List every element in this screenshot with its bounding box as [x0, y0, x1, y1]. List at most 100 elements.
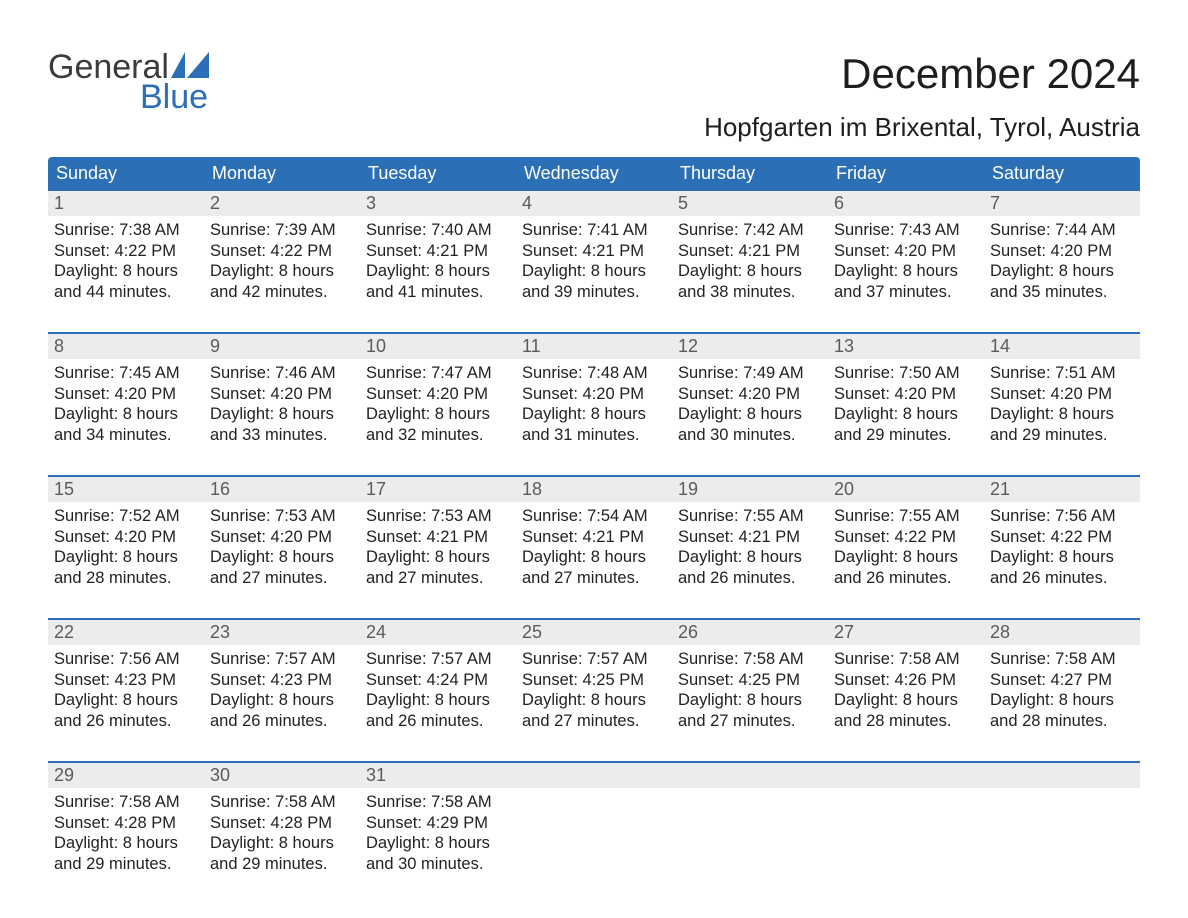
sunset-text: Sunset: 4:21 PM [522, 241, 666, 262]
daylight-text-1: Daylight: 8 hours [210, 261, 354, 282]
daylight-text-1: Daylight: 8 hours [54, 547, 198, 568]
daylight-text-2: and 29 minutes. [54, 854, 198, 875]
daylight-text-2: and 41 minutes. [366, 282, 510, 303]
day-number: 3 [360, 191, 516, 216]
daylight-text-1: Daylight: 8 hours [678, 690, 822, 711]
sunset-text: Sunset: 4:29 PM [366, 813, 510, 834]
week-row: 1234567Sunrise: 7:38 AMSunset: 4:22 PMDa… [48, 191, 1140, 314]
day-number: 16 [204, 477, 360, 502]
day-number: 1 [48, 191, 204, 216]
sunrise-text: Sunrise: 7:51 AM [990, 363, 1134, 384]
daylight-text-1: Daylight: 8 hours [54, 404, 198, 425]
sunrise-text: Sunrise: 7:45 AM [54, 363, 198, 384]
sunrise-text: Sunrise: 7:54 AM [522, 506, 666, 527]
dow-monday: Monday [204, 157, 360, 191]
day-cell: Sunrise: 7:57 AMSunset: 4:25 PMDaylight:… [516, 645, 672, 743]
week-row: 891011121314Sunrise: 7:45 AMSunset: 4:20… [48, 332, 1140, 457]
daylight-text-2: and 44 minutes. [54, 282, 198, 303]
sunrise-text: Sunrise: 7:55 AM [834, 506, 978, 527]
week-row: 22232425262728Sunrise: 7:56 AMSunset: 4:… [48, 618, 1140, 743]
daylight-text-1: Daylight: 8 hours [366, 833, 510, 854]
daylight-text-1: Daylight: 8 hours [366, 690, 510, 711]
sunset-text: Sunset: 4:20 PM [54, 527, 198, 548]
day-cell: Sunrise: 7:48 AMSunset: 4:20 PMDaylight:… [516, 359, 672, 457]
daylight-text-1: Daylight: 8 hours [522, 404, 666, 425]
sunrise-text: Sunrise: 7:42 AM [678, 220, 822, 241]
sunset-text: Sunset: 4:20 PM [54, 384, 198, 405]
sunrise-text: Sunrise: 7:56 AM [54, 649, 198, 670]
day-number: 27 [828, 620, 984, 645]
day-cell: Sunrise: 7:55 AMSunset: 4:21 PMDaylight:… [672, 502, 828, 600]
sunrise-text: Sunrise: 7:58 AM [834, 649, 978, 670]
day-cell: Sunrise: 7:38 AMSunset: 4:22 PMDaylight:… [48, 216, 204, 314]
sunset-text: Sunset: 4:21 PM [366, 527, 510, 548]
daylight-text-2: and 29 minutes. [210, 854, 354, 875]
daylight-text-2: and 35 minutes. [990, 282, 1134, 303]
day-cell: Sunrise: 7:58 AMSunset: 4:25 PMDaylight:… [672, 645, 828, 743]
sunset-text: Sunset: 4:28 PM [210, 813, 354, 834]
dow-header: Sunday Monday Tuesday Wednesday Thursday… [48, 157, 1140, 191]
daylight-text-2: and 32 minutes. [366, 425, 510, 446]
daylight-text-2: and 34 minutes. [54, 425, 198, 446]
sunrise-text: Sunrise: 7:58 AM [54, 792, 198, 813]
sunrise-text: Sunrise: 7:58 AM [990, 649, 1134, 670]
daylight-text-2: and 27 minutes. [366, 568, 510, 589]
daylight-text-1: Daylight: 8 hours [54, 690, 198, 711]
day-number: 4 [516, 191, 672, 216]
daylight-text-2: and 27 minutes. [678, 711, 822, 732]
day-number: 9 [204, 334, 360, 359]
day-number [984, 763, 1140, 788]
day-number: 29 [48, 763, 204, 788]
daylight-text-1: Daylight: 8 hours [366, 547, 510, 568]
day-number: 11 [516, 334, 672, 359]
daylight-text-1: Daylight: 8 hours [522, 690, 666, 711]
day-cell: Sunrise: 7:54 AMSunset: 4:21 PMDaylight:… [516, 502, 672, 600]
daylight-text-1: Daylight: 8 hours [678, 547, 822, 568]
sunset-text: Sunset: 4:22 PM [210, 241, 354, 262]
day-cell [828, 788, 984, 886]
daynum-band: 293031 [48, 763, 1140, 788]
daylight-text-2: and 42 minutes. [210, 282, 354, 303]
sunset-text: Sunset: 4:24 PM [366, 670, 510, 691]
sunset-text: Sunset: 4:20 PM [210, 384, 354, 405]
daylight-text-1: Daylight: 8 hours [990, 690, 1134, 711]
sunrise-text: Sunrise: 7:43 AM [834, 220, 978, 241]
day-cell: Sunrise: 7:50 AMSunset: 4:20 PMDaylight:… [828, 359, 984, 457]
day-number: 25 [516, 620, 672, 645]
daylight-text-1: Daylight: 8 hours [210, 833, 354, 854]
day-cell: Sunrise: 7:44 AMSunset: 4:20 PMDaylight:… [984, 216, 1140, 314]
day-number: 5 [672, 191, 828, 216]
week-row: 293031Sunrise: 7:58 AMSunset: 4:28 PMDay… [48, 761, 1140, 886]
day-number: 13 [828, 334, 984, 359]
day-cell: Sunrise: 7:57 AMSunset: 4:24 PMDaylight:… [360, 645, 516, 743]
day-cell: Sunrise: 7:53 AMSunset: 4:21 PMDaylight:… [360, 502, 516, 600]
day-cell: Sunrise: 7:58 AMSunset: 4:27 PMDaylight:… [984, 645, 1140, 743]
dow-thursday: Thursday [672, 157, 828, 191]
sunrise-text: Sunrise: 7:38 AM [54, 220, 198, 241]
sunset-text: Sunset: 4:20 PM [834, 241, 978, 262]
daynum-band: 15161718192021 [48, 477, 1140, 502]
daylight-text-1: Daylight: 8 hours [366, 261, 510, 282]
logo-word-2: Blue [140, 80, 215, 114]
day-number: 22 [48, 620, 204, 645]
daylight-text-1: Daylight: 8 hours [834, 690, 978, 711]
day-cell: Sunrise: 7:58 AMSunset: 4:29 PMDaylight:… [360, 788, 516, 886]
sunset-text: Sunset: 4:21 PM [678, 241, 822, 262]
daynum-band: 1234567 [48, 191, 1140, 216]
day-cell: Sunrise: 7:57 AMSunset: 4:23 PMDaylight:… [204, 645, 360, 743]
calendar: Sunday Monday Tuesday Wednesday Thursday… [48, 157, 1140, 886]
day-cell: Sunrise: 7:58 AMSunset: 4:26 PMDaylight:… [828, 645, 984, 743]
daylight-text-1: Daylight: 8 hours [210, 690, 354, 711]
daylight-text-1: Daylight: 8 hours [210, 547, 354, 568]
sunset-text: Sunset: 4:20 PM [522, 384, 666, 405]
day-cell: Sunrise: 7:39 AMSunset: 4:22 PMDaylight:… [204, 216, 360, 314]
sunrise-text: Sunrise: 7:40 AM [366, 220, 510, 241]
day-number: 2 [204, 191, 360, 216]
day-number: 14 [984, 334, 1140, 359]
day-cell: Sunrise: 7:45 AMSunset: 4:20 PMDaylight:… [48, 359, 204, 457]
sunrise-text: Sunrise: 7:56 AM [990, 506, 1134, 527]
daylight-text-1: Daylight: 8 hours [834, 261, 978, 282]
daylight-text-2: and 26 minutes. [54, 711, 198, 732]
daylight-text-2: and 26 minutes. [834, 568, 978, 589]
daylight-text-2: and 30 minutes. [678, 425, 822, 446]
